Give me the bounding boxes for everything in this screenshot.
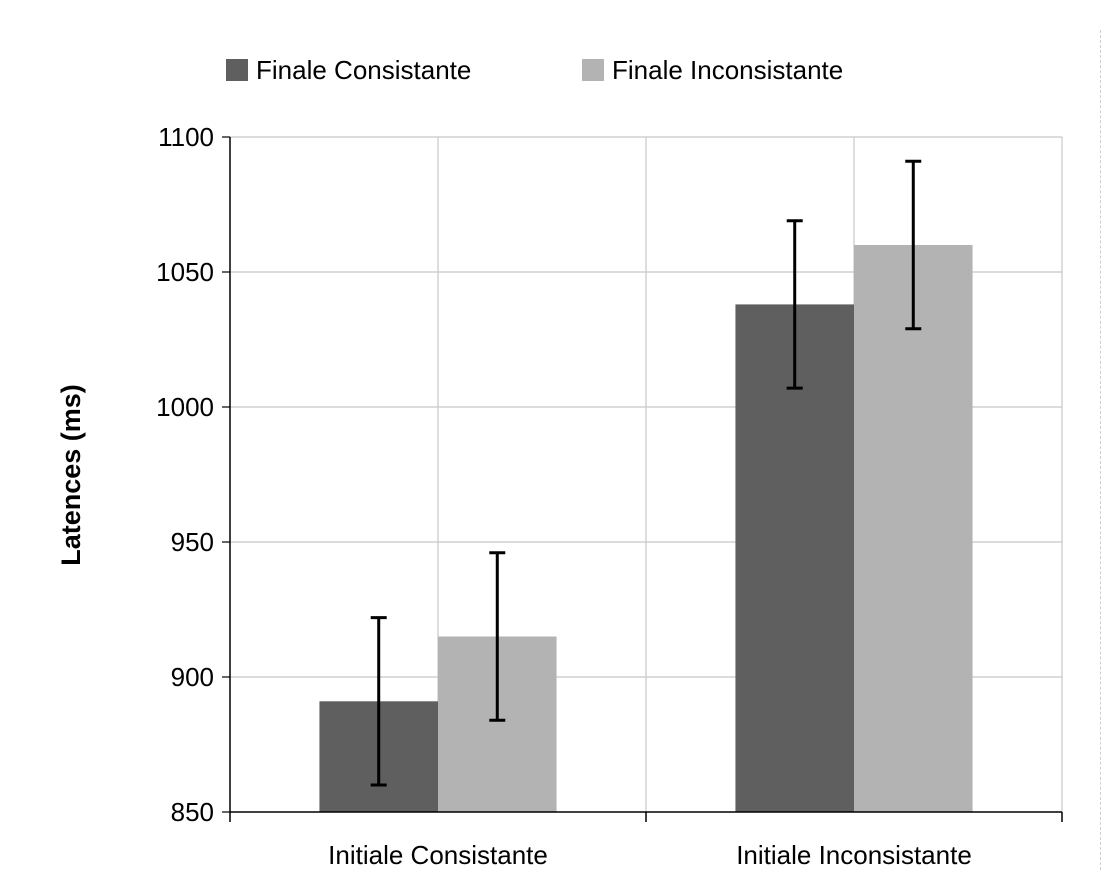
grid-lines xyxy=(230,136,1063,812)
bar xyxy=(854,245,973,812)
y-axis-label: Latences (ms) xyxy=(56,384,86,566)
legend: Finale Consistante Finale Inconsistante xyxy=(226,55,843,85)
divider xyxy=(1100,30,1101,870)
x-tick-label: Initiale Consistante xyxy=(328,840,548,870)
y-tick-label: 900 xyxy=(171,662,214,692)
legend-swatch xyxy=(226,59,248,81)
y-tick-label: 1050 xyxy=(156,257,214,287)
x-tick-label: Initiale Inconsistante xyxy=(736,840,972,870)
y-tick-label: 1100 xyxy=(158,122,214,152)
y-tick-label: 950 xyxy=(171,527,214,557)
x-tick-labels: Initiale Consistante Initiale Inconsistan… xyxy=(328,840,972,870)
error-bars xyxy=(370,159,922,787)
legend-swatch xyxy=(582,59,604,81)
axes xyxy=(222,136,1063,822)
y-tick-label: 1000 xyxy=(156,392,214,422)
legend-label: Finale Consistante xyxy=(256,55,471,85)
y-tick-labels: 850 900 950 1000 1050 1100 xyxy=(156,122,214,827)
y-tick-label: 850 xyxy=(171,797,214,827)
legend-label: Finale Inconsistante xyxy=(612,55,843,85)
